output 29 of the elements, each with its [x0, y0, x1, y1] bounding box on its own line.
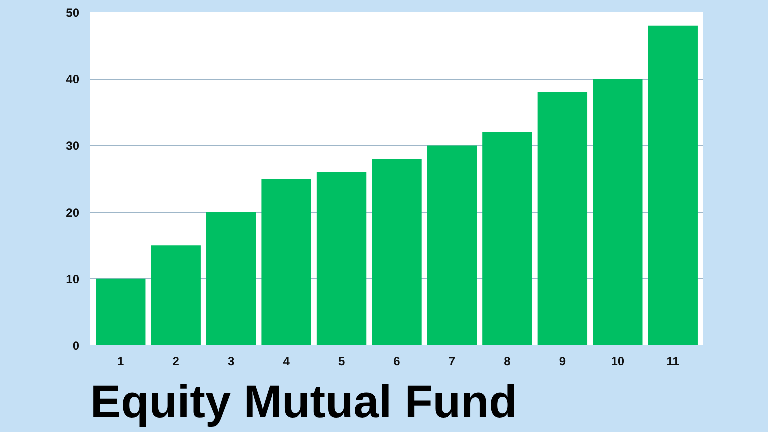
x-tick-label: 8	[504, 354, 512, 368]
bar	[372, 159, 422, 346]
bar	[151, 246, 201, 346]
y-tick-label: 30	[66, 139, 80, 154]
y-tick-label: 10	[66, 272, 80, 286]
text: Equity Mutual Fund	[90, 376, 518, 428]
y-tick-label: 40	[66, 72, 80, 87]
y-tick-label: 50	[66, 6, 80, 20]
y-tick-label: 20	[66, 206, 80, 220]
bar	[648, 26, 698, 346]
bar	[316, 172, 367, 346]
x-tick-label: 9	[559, 354, 566, 368]
bar	[538, 92, 588, 346]
bar	[482, 132, 532, 346]
bar	[206, 212, 256, 346]
x-tick-label: 5	[338, 354, 346, 368]
x-tick-label: 6	[394, 354, 401, 368]
y-tick-label: 0	[72, 339, 80, 353]
x-tick-label: 1	[118, 354, 125, 368]
x-tick-label: 11	[666, 354, 680, 368]
bar	[593, 79, 643, 346]
bar	[96, 278, 146, 346]
bar	[427, 146, 478, 346]
x-tick-label: 4	[283, 354, 290, 368]
x-tick-label: 7	[448, 354, 456, 368]
x-tick-label: 10	[611, 354, 625, 368]
x-tick-label: 3	[228, 354, 235, 368]
bar	[262, 179, 312, 346]
x-tick-label: 2	[172, 354, 180, 368]
